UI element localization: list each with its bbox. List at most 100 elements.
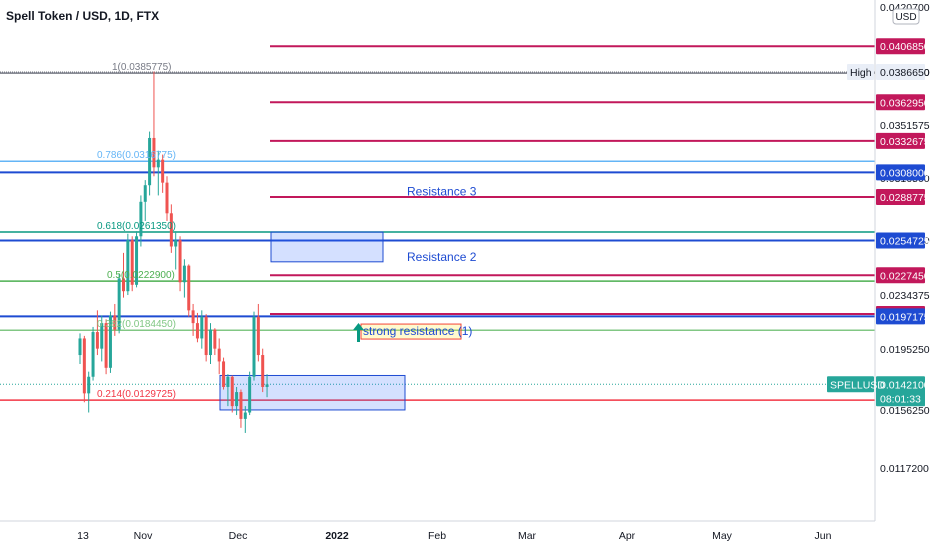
candle-body [78,338,82,356]
candle-body [126,240,130,292]
candle-body [230,376,234,407]
candle-body [91,332,95,377]
candle-body [100,323,104,349]
price-tag-label: 0.0406850 [880,41,930,53]
price-tag-label: 0.0254725 [880,235,930,247]
candle-body [108,315,112,368]
candle-body [191,310,195,324]
price-tag-label: 0.0142100 [880,379,930,391]
level-lines [0,45,875,401]
candle-body [243,412,247,419]
price-tag [876,164,925,181]
candle-body [178,240,182,283]
candle-body [95,332,99,349]
price-tag [876,94,925,111]
axes: 0.04207000.03866500.03515750.03165000.02… [0,0,930,542]
candle-body [256,316,260,356]
candle-body [248,376,252,413]
candle-body [104,323,108,368]
price-tag-label: 0.0227450 [880,270,930,282]
fib-level-label: 0.618(0.0261350) [97,221,176,232]
candle-body [261,355,265,387]
price-tag-label: 0.0308000 [880,167,930,179]
candle-body [195,323,199,339]
candle-body [239,392,243,419]
candle-body [200,316,204,339]
support-zone [219,374,406,411]
price-tag [876,38,925,55]
y-tick-label: 0.0156250 [880,405,930,417]
currency-badge [892,8,920,25]
price-tag [876,64,925,80]
x-tick-label: 13 [77,530,89,542]
candle-body [174,240,178,247]
y-tick-label: 0.0234375 [880,290,930,302]
candle-body [135,236,139,285]
candle-body [226,376,230,387]
candle-body [148,137,152,186]
up-arrow-icon [353,323,364,343]
candle-body [143,185,147,202]
price-tag [876,132,925,149]
candle-body [130,240,134,285]
level-labels: 1(0.0385775) 0.786(0.0316775) 0.618(0.0261… [97,62,477,400]
y-tick-label: 0.0117200 [880,463,929,475]
candle-body [122,278,125,292]
resistance-2-zone [270,231,384,263]
fib-level-label: 0.214(0.0129725) [97,389,176,400]
price-tag [876,376,925,407]
price-tag-label: 0.0197175 [880,311,930,323]
candle-body [213,329,217,349]
y-tick-label: 0.0195250 [880,344,930,356]
fib-level-label: 0.5(0.0222900) [107,270,175,281]
x-tick-label: Nov [134,530,153,542]
x-tick-label: May [712,530,733,542]
x-tick-label: Mar [518,530,537,542]
price-tag-label: 0.0362950 [880,97,930,109]
price-tag [876,188,925,205]
side-tag [827,376,874,393]
y-tick-label: 0.0351575 [880,120,930,132]
candle-body [182,265,186,283]
candle-body [165,182,169,214]
strong-resistance-label: strong resistance (1) [363,324,472,338]
side-tag-label: SPELLUSD [830,379,885,391]
price-tag [876,232,925,249]
candle-body [187,265,191,311]
candle-body [87,376,91,394]
candle-body [265,384,269,387]
fib-level-label: 0.786(0.0316775) [97,150,176,161]
candle-body [152,137,156,168]
fib-level-label: 0.382(0.0184450) [97,319,176,330]
zone-boxes [219,231,406,411]
x-tick-label: Feb [428,530,446,542]
x-tick-label: 2022 [325,530,349,542]
strong-resistance-box [360,323,462,340]
chart-title: Spell Token / USD, 1D, FTX [6,9,160,23]
currency-badge-label: USD [895,12,916,23]
price-tag [876,308,925,325]
candle-body [161,159,165,183]
price-tag [876,267,925,284]
candle-body [169,213,173,247]
candle-body [139,201,143,237]
resistance-3-label: Resistance 3 [407,184,477,198]
side-tag [847,64,874,80]
fib-level-label: 1(0.0385775) [112,62,172,73]
candle-body [204,316,208,356]
x-tick-label: Dec [229,530,248,542]
candles [78,71,269,433]
side-tag-label: High [850,67,872,79]
candle-body [252,316,256,377]
candle-body [82,338,86,394]
x-tick-label: Jun [815,530,832,542]
candle-body [113,315,117,330]
price-tag-label: 0.0288775 [880,192,930,204]
candle-body [222,361,226,387]
candle-body [209,329,212,356]
price-tag-label: 0.0332675 [880,136,930,148]
price-tag-label: 0.0386650 [880,67,930,79]
candle-body [156,159,160,168]
candle-body [235,392,239,407]
